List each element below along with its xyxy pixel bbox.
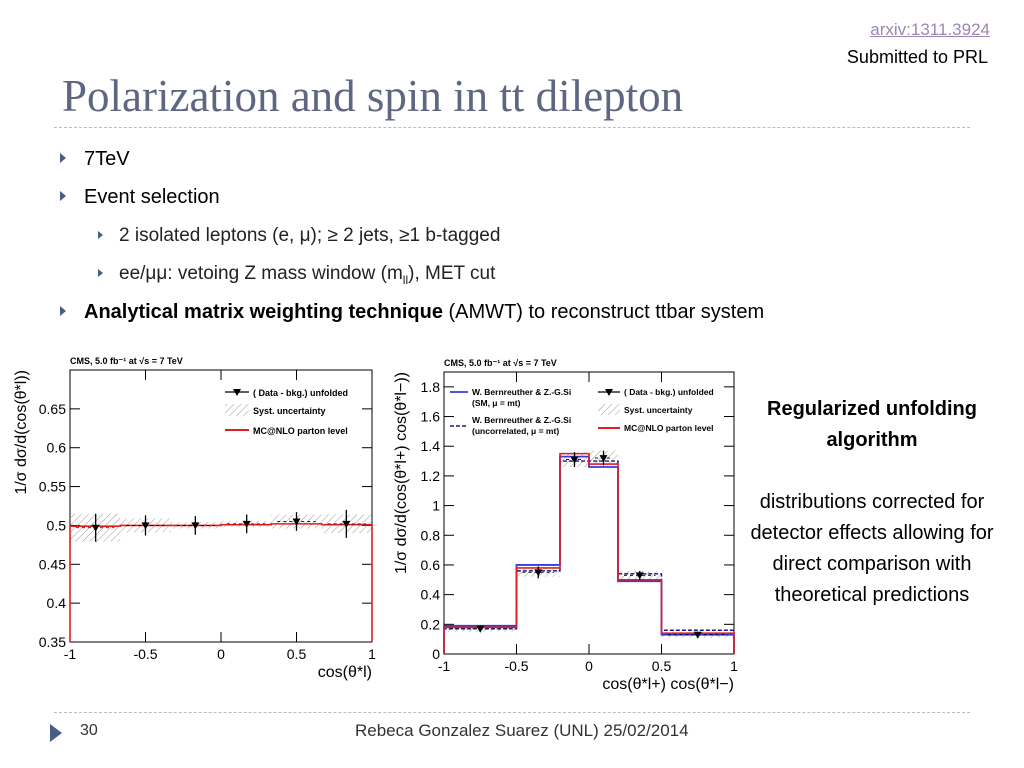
legend-syst-swatch [225,404,249,416]
legend-label: MC@NLO parton level [253,426,348,436]
x-axis-label: cos(θ*l+) cos(θ*l−) [602,676,734,693]
x-tick-label: -1 [438,658,451,674]
bullet-text: (AMWT) to reconstruct ttbar system [442,301,765,323]
footer-divider [54,712,970,713]
x-axis-label: cos(θ*l) [318,664,372,681]
data-point [141,522,150,530]
x-tick-label: 1 [730,658,738,674]
y-tick-label: 0.4 [47,595,67,611]
y-tick-label: 1.6 [421,409,441,425]
y-tick-label: 0.8 [421,527,441,543]
chart-lepton-polarization: 0.35 0.4 0.45 0.5 0.55 0.6 0.65 -1 -0.5 0 0.5 1 CMS,… [13,356,376,681]
arxiv-reference-link[interactable]: arxiv:1311.3924 [870,20,990,39]
data-point [242,520,251,528]
y-tick-label: 0.4 [421,587,441,603]
data-point [570,456,579,464]
side-note-heading: Regularized unfolding algorithm [767,398,977,451]
chart-header: CMS, 5.0 fb⁻¹ at √s = 7 TeV [70,356,183,366]
bullet-text: Event selection [84,186,220,208]
sub-bullet-text-post: ), MET cut [408,263,496,284]
sub-bullet-subscript: ll [402,272,409,287]
bullet-arrow-icon [60,153,66,163]
page-number: 30 [80,722,98,739]
slide-title: Polarization and spin in tt dilepton [62,71,684,121]
bullet-bold-text: Analytical matrix weighting technique [84,301,443,323]
y-axis-label: 1/σ dσ/d(cos(θ*l)) [13,370,30,495]
y-tick-label: 0.65 [39,401,66,417]
y-tick-label: 0 [432,646,440,662]
y-tick-label: 0.6 [421,557,441,573]
data-point [292,518,301,526]
chart-header: CMS, 5.0 fb⁻¹ at √s = 7 TeV [444,358,557,368]
y-tick-label: 1.2 [421,468,441,484]
legend-syst-swatch [598,404,620,415]
legend-label: ( Data - bkg.) unfolded [624,387,714,397]
y-tick-label: 0.5 [47,517,67,533]
legend-label: (SM, μ = mt) [472,398,521,408]
x-tick-label: -1 [64,646,77,662]
bullet-event-selection: Event selection [60,186,220,209]
bullet-text: 7TeV [84,148,130,170]
x-tick-label: 0 [217,646,225,662]
bullet-energy: 7TeV [60,148,130,171]
sub-bullet-z-veto: ee/μμ: vetoing Z mass window (mll), MET … [98,263,495,287]
title-divider [54,127,970,128]
data-point [342,520,351,528]
legend-label: Syst. uncertainty [253,406,326,416]
data-point [635,572,644,580]
legend-label: Syst. uncertainty [624,405,693,415]
side-note: Regularized unfolding algorithm distribu… [740,394,1004,611]
legend-label: W. Bernreuther & Z.-G.Si [472,415,571,425]
x-tick-label: -0.5 [133,646,157,662]
side-note-description: distributions corrected for detector eff… [750,491,994,606]
data-point [599,455,608,463]
footer-text: Rebeca Gonzalez Suarez (UNL) 25/02/2014 [355,721,689,740]
y-tick-label: 0.35 [39,634,66,650]
x-tick-label: -0.5 [504,658,528,674]
legend-label: MC@NLO parton level [624,423,714,433]
submission-note: Submitted to PRL [846,47,988,67]
y-tick-label: 1.8 [421,379,441,395]
sub-bullet-text: 2 isolated leptons (e, μ); ≥ 2 jets, ≥1 … [119,225,501,246]
footer-arrow-icon [50,724,62,742]
sub-bullet-leptons: 2 isolated leptons (e, μ); ≥ 2 jets, ≥1 … [98,225,500,247]
x-tick-label: 0.5 [652,658,672,674]
x-tick-label: 0 [585,658,593,674]
data-point [191,522,200,530]
y-tick-label: 1.4 [421,438,441,454]
data-point [693,631,702,639]
y-tick-label: 0.55 [39,479,66,495]
mc-histogram [443,452,735,654]
y-tick-label: 0.45 [39,556,66,572]
legend-data-marker [233,389,241,396]
y-tick-label: 1 [432,498,440,514]
y-tick-label: 0.2 [421,616,441,632]
sub-bullet-arrow-icon [98,231,103,239]
chart-spin-correlation: 0 0.2 0.4 0.6 0.8 1 1.2 1.4 1.6 1.8 -1 -0.5 0 0.5 1 CMS… [393,358,738,693]
mc-histogram [69,523,373,642]
bullet-arrow-icon [60,191,66,201]
legend-label: W. Bernreuther & Z.-G.Si [472,387,571,397]
legend-data-marker [605,389,613,396]
y-tick-label: 0.6 [47,440,67,456]
sub-bullet-arrow-icon [98,269,103,277]
bullet-arrow-icon [60,306,66,316]
data-point [534,569,543,577]
x-tick-label: 1 [368,646,376,662]
sub-bullet-text-pre: ee/μμ: vetoing Z mass window (m [119,263,403,284]
bullet-amwt: Analytical matrix weighting technique (A… [60,301,764,324]
x-tick-label: 0.5 [287,646,307,662]
plot-frame [69,369,373,643]
data-point [476,625,485,633]
sm-histogram [443,455,735,654]
data-point [91,524,100,532]
legend-label: ( Data - bkg.) unfolded [253,388,348,398]
y-axis-label: 1/σ dσ/d(cos(θ*l+) cos(θ*l−)) [393,372,410,574]
legend-label: (uncorrelated, μ = mt) [472,426,559,436]
